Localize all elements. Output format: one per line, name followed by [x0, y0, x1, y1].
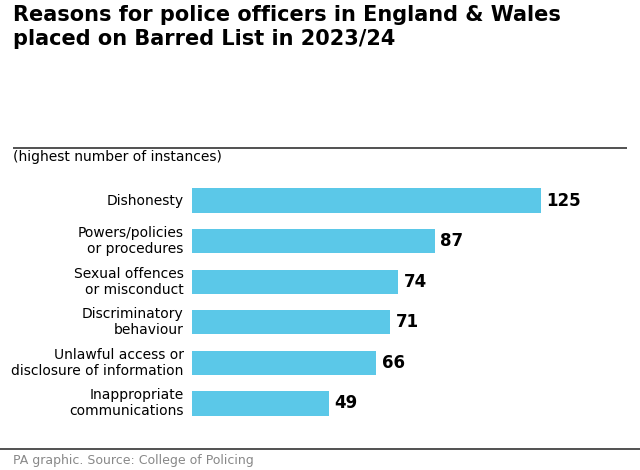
Text: 125: 125: [546, 192, 580, 210]
Text: 49: 49: [334, 394, 358, 412]
Bar: [192, 391, 329, 415]
Bar: [192, 351, 376, 375]
Bar: [192, 269, 398, 294]
Text: 66: 66: [381, 354, 404, 372]
Text: 87: 87: [440, 232, 463, 250]
Bar: [192, 188, 541, 213]
Bar: [192, 310, 390, 335]
Bar: [192, 229, 435, 253]
Text: 74: 74: [404, 273, 427, 291]
Text: PA graphic. Source: College of Policing: PA graphic. Source: College of Policing: [13, 454, 253, 467]
Text: Reasons for police officers in England & Wales
placed on Barred List in 2023/24: Reasons for police officers in England &…: [13, 5, 561, 49]
Text: (highest number of instances): (highest number of instances): [13, 150, 221, 164]
Text: 71: 71: [396, 313, 419, 331]
